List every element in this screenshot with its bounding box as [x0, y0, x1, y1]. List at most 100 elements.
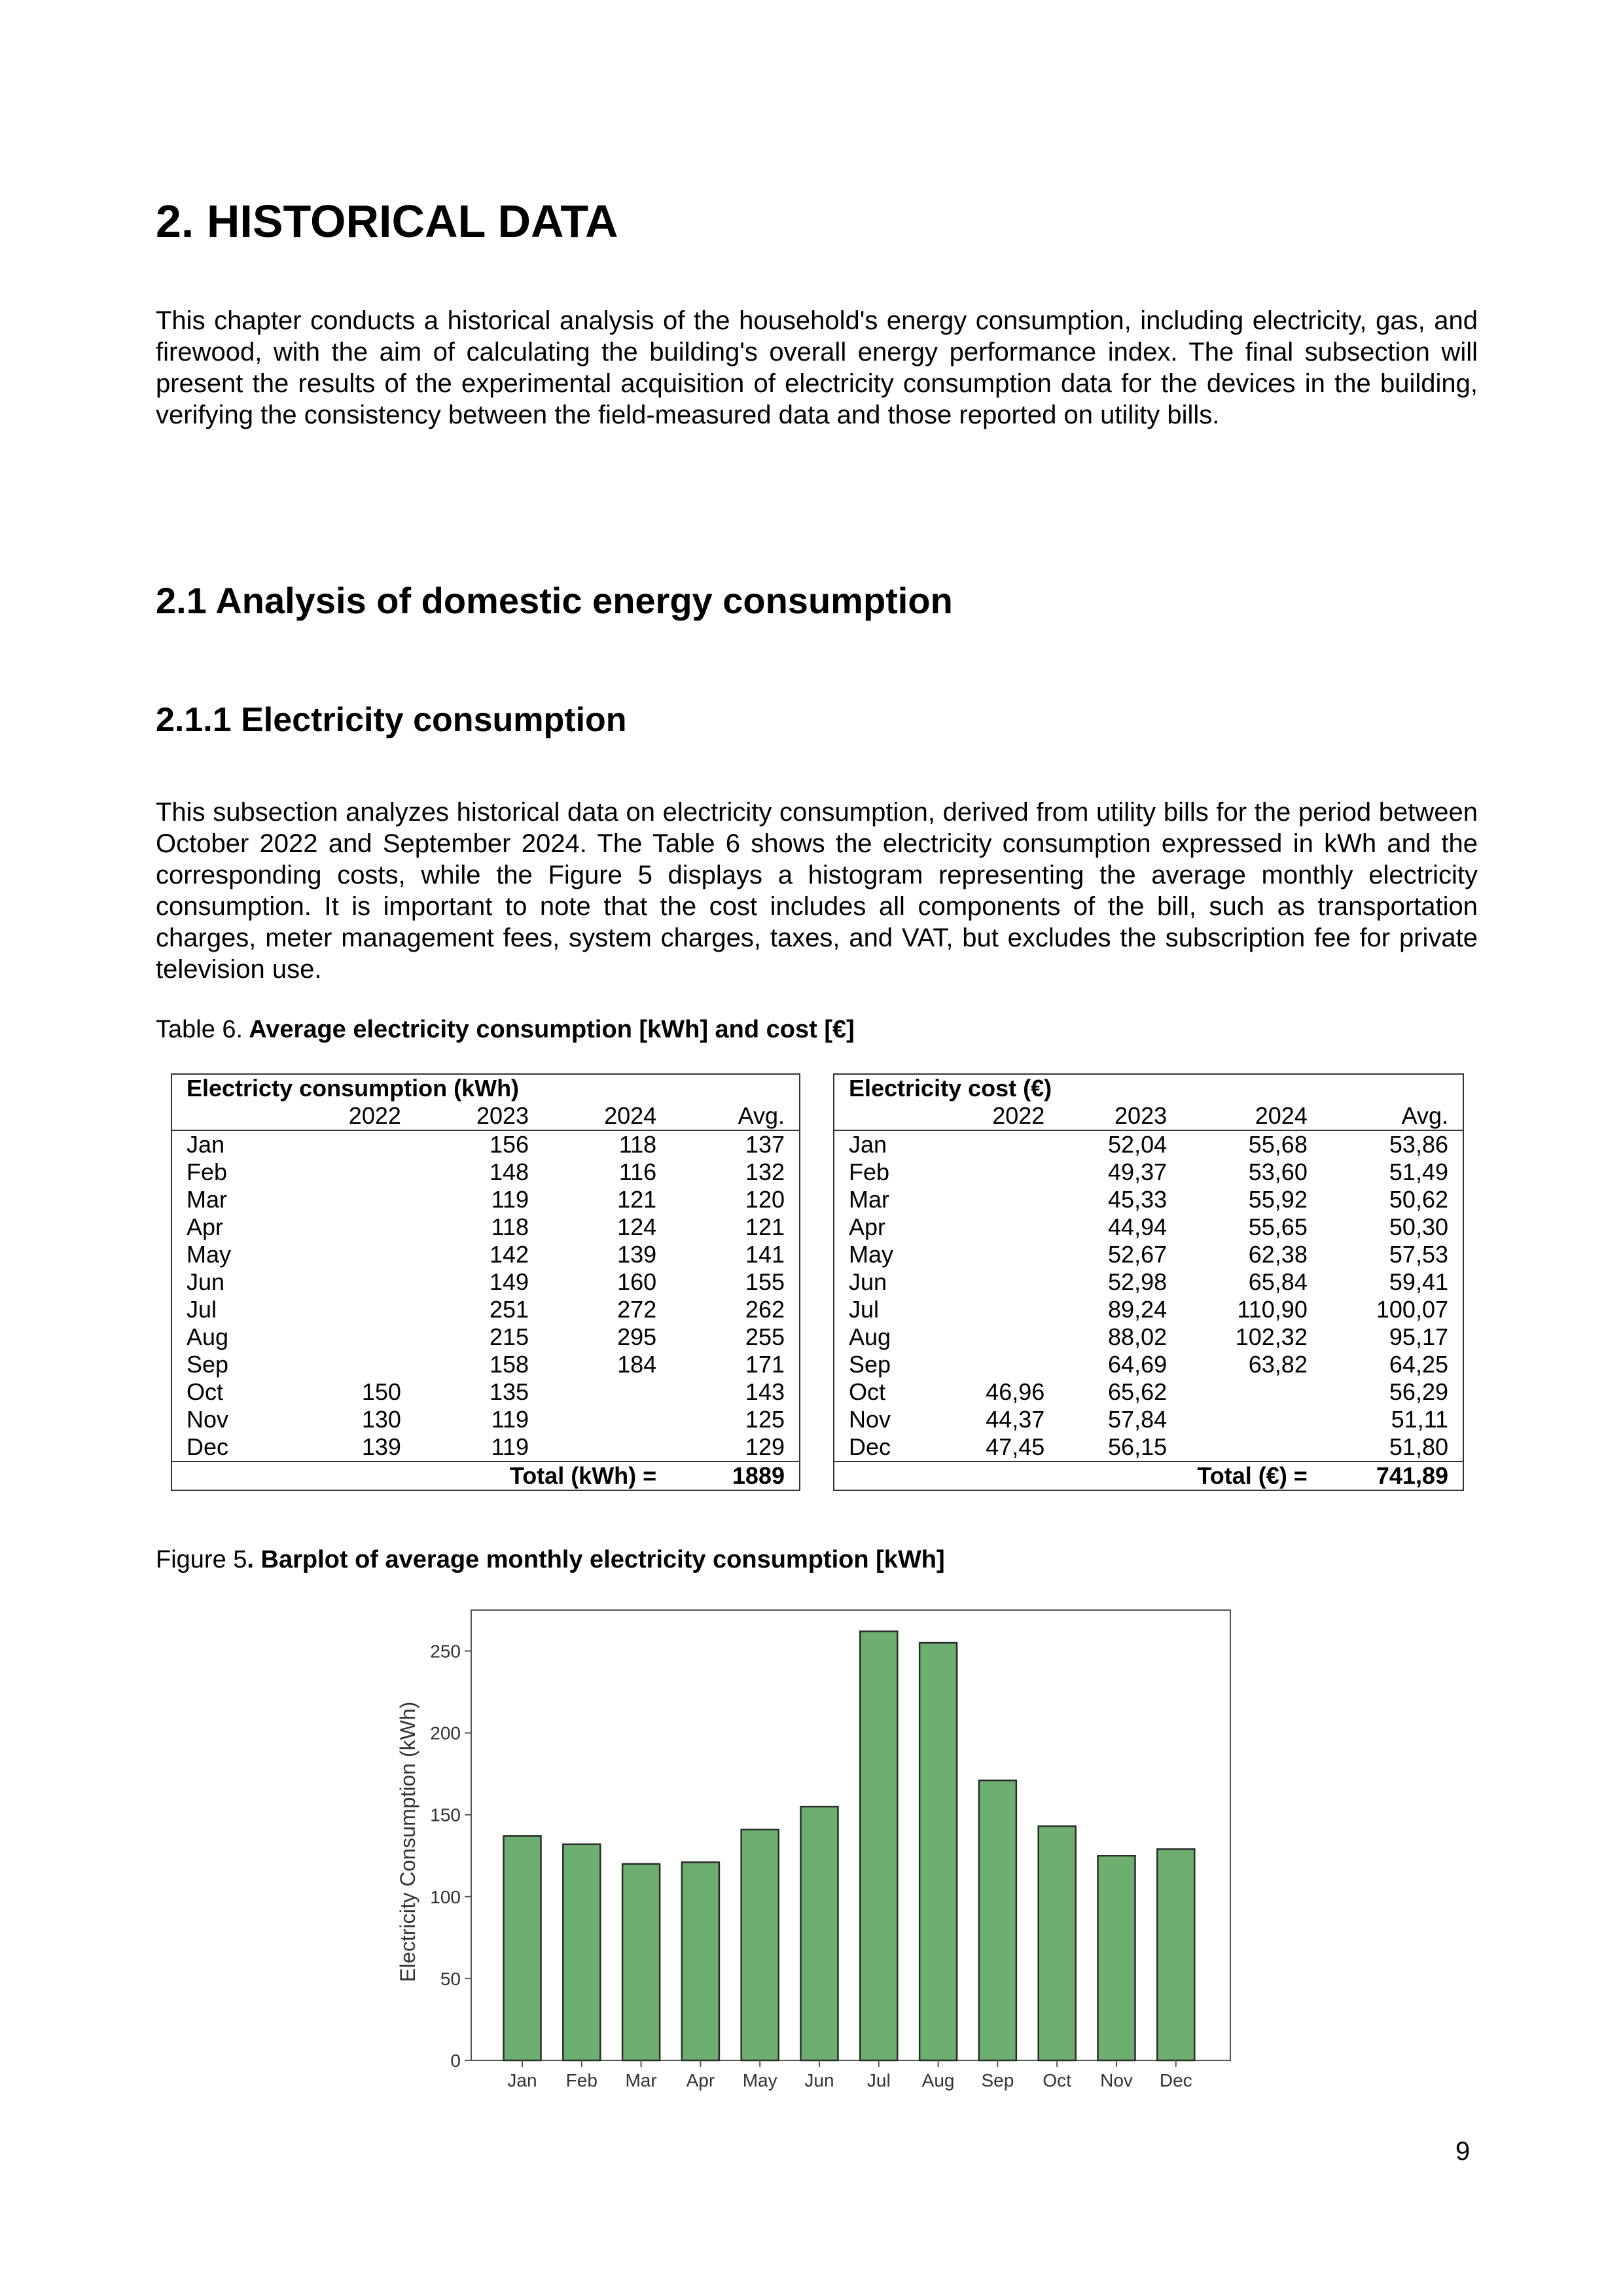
kwh-value-cell: 121 — [745, 1213, 785, 1240]
kwh-month-cell: Jun — [187, 1268, 225, 1295]
cost-value-cell: 44,37 — [986, 1406, 1045, 1433]
kwh-title-row: Electricty consumption (kWh) — [171, 1074, 800, 1102]
cost-month-cell: Apr — [849, 1213, 886, 1240]
cost-header-cell: 2022 — [936, 1102, 1060, 1131]
kwh-value-cell: 171 — [745, 1351, 785, 1378]
kwh-value-cell — [288, 1323, 416, 1351]
cost-table-row: Dec 47,45 56,15 51,80 — [834, 1433, 1463, 1462]
kwh-value-cell: 184 — [617, 1351, 657, 1378]
cost-value-cell: 44,94 — [1108, 1213, 1168, 1240]
y-axis-label: Electricity Consumption (kWh) — [396, 1702, 419, 1982]
cost-value-cell: 45,33 — [1108, 1186, 1168, 1213]
cost-header-cell: 2024 — [1181, 1102, 1322, 1131]
figure-caption-text: . Barplot of average monthly electricity… — [247, 1546, 945, 1573]
y-tick-label: 50 — [440, 1969, 461, 1989]
kwh-value-cell: 272 — [617, 1296, 657, 1323]
kwh-header-cell: 2022 — [287, 1102, 416, 1131]
kwh-title: Electricty consumption (kWh) — [187, 1075, 520, 1102]
x-tick-label-feb: Feb — [566, 2070, 597, 2090]
cost-table-row: Jul 89,24 110,90 100,07 — [834, 1296, 1463, 1323]
kwh-month-cell: Jul — [187, 1296, 217, 1323]
figure-caption-label: Figure 5 — [156, 1546, 247, 1573]
kwh-value-cell: 116 — [618, 1158, 657, 1185]
cost-value-cell — [936, 1241, 1059, 1268]
cost-value-cell: 51,11 — [1391, 1406, 1448, 1433]
cost-value-cell — [936, 1351, 1059, 1378]
kwh-value-cell: 156 — [489, 1131, 529, 1158]
cost-value-cell: 52,67 — [1108, 1241, 1168, 1268]
kwh-table-row: Sep 158 184 171 — [171, 1351, 800, 1378]
chapter-heading: 2. HISTORICAL DATA — [156, 196, 618, 247]
cost-value-cell: 49,37 — [1108, 1158, 1168, 1185]
x-tick-label-sep: Sep — [981, 2070, 1014, 2090]
cost-header-cell — [834, 1102, 937, 1131]
kwh-month-cell: Aug — [187, 1323, 229, 1350]
subsection-heading: 2.1.1 Electricity consumption — [156, 701, 627, 739]
cost-value-cell: 53,60 — [1248, 1158, 1308, 1185]
kwh-value-cell — [288, 1296, 416, 1323]
cost-month-cell: Jan — [849, 1131, 887, 1158]
kwh-total-row: Total (kWh) = 1889 — [171, 1461, 800, 1490]
kwh-table-row: Jan 156 118 137 — [171, 1130, 800, 1158]
table-caption-text: Average electricity consumption [kWh] an… — [243, 1016, 855, 1043]
figure-caption: Figure 5. Barplot of average monthly ele… — [156, 1546, 945, 1574]
cost-value-cell — [1181, 1433, 1322, 1462]
cost-table-row: Sep 64,69 63,82 64,25 — [834, 1351, 1463, 1378]
cost-value-cell: 50,30 — [1389, 1213, 1448, 1240]
cost-value-cell: 55,65 — [1248, 1213, 1308, 1240]
kwh-month-cell: Mar — [187, 1186, 227, 1213]
kwh-table-row: Jul 251 272 262 — [171, 1296, 800, 1323]
bar-oct — [1037, 1825, 1077, 2062]
bar-jul — [859, 1630, 899, 2062]
kwh-value-cell — [288, 1130, 416, 1158]
x-tick-label-jul: Jul — [867, 2070, 891, 2090]
kwh-month-cell: Jan — [187, 1131, 225, 1158]
kwh-value-cell: 119 — [491, 1433, 529, 1460]
cost-header-row: 2022 2023 2024 Avg. — [834, 1102, 1463, 1131]
cost-month-cell: Oct — [849, 1378, 886, 1405]
plot-frame — [471, 1609, 1231, 2061]
cost-value-cell: 56,15 — [1108, 1433, 1168, 1460]
kwh-value-cell: 149 — [489, 1268, 529, 1295]
cost-header-cell: Avg. — [1321, 1102, 1463, 1131]
kwh-total-label: Total (kWh) = — [171, 1461, 671, 1490]
bar-sep — [978, 1779, 1018, 2062]
cost-table-row: Apr 44,94 55,65 50,30 — [834, 1213, 1463, 1241]
cost-table-row: May 52,67 62,38 57,53 — [834, 1241, 1463, 1268]
kwh-header-row: 2022 2023 2024 Avg. — [171, 1102, 800, 1131]
x-tick-label-nov: Nov — [1100, 2070, 1133, 2090]
consumption-bar-chart: 0 50 100 150 200 250 Electricity Consumption (… — [396, 1609, 1231, 2090]
cost-value-cell: 47,45 — [986, 1433, 1045, 1460]
kwh-header-cell: 2023 — [415, 1102, 544, 1131]
page-number: 9 — [1455, 2137, 1471, 2166]
bar-aug — [918, 1641, 958, 2062]
kwh-value-cell: 118 — [618, 1131, 657, 1158]
cost-month-cell: Dec — [849, 1433, 891, 1460]
kwh-value-cell: 215 — [489, 1323, 529, 1350]
cost-value-cell: 100,07 — [1376, 1296, 1448, 1323]
kwh-value-cell: 158 — [489, 1351, 529, 1378]
kwh-total-value: 1889 — [671, 1461, 800, 1490]
kwh-value-cell: 262 — [745, 1296, 785, 1323]
kwh-value-cell: 148 — [489, 1158, 529, 1185]
kwh-value-cell: 132 — [745, 1158, 785, 1185]
cost-title: Electricity cost (€) — [849, 1075, 1052, 1102]
cost-month-cell: Jun — [849, 1268, 887, 1295]
cost-value-cell: 65,84 — [1248, 1268, 1308, 1295]
kwh-value-cell: 124 — [617, 1213, 657, 1240]
cost-value-cell: 59,41 — [1389, 1268, 1448, 1295]
cost-value-cell: 110,90 — [1237, 1296, 1308, 1323]
y-tick-label: 200 — [430, 1723, 461, 1744]
bar-dec — [1156, 1848, 1196, 2062]
kwh-value-cell: 141 — [745, 1241, 785, 1268]
kwh-value-cell: 125 — [745, 1406, 785, 1433]
cost-value-cell: 56,29 — [1389, 1378, 1448, 1405]
cost-month-cell: Aug — [849, 1323, 891, 1350]
bar-jun — [800, 1805, 839, 2062]
cost-month-cell: May — [849, 1241, 894, 1268]
cost-value-cell: 55,92 — [1248, 1186, 1308, 1213]
kwh-month-cell: May — [187, 1241, 232, 1268]
kwh-value-cell: 142 — [489, 1241, 529, 1268]
kwh-value-cell: 139 — [617, 1241, 657, 1268]
